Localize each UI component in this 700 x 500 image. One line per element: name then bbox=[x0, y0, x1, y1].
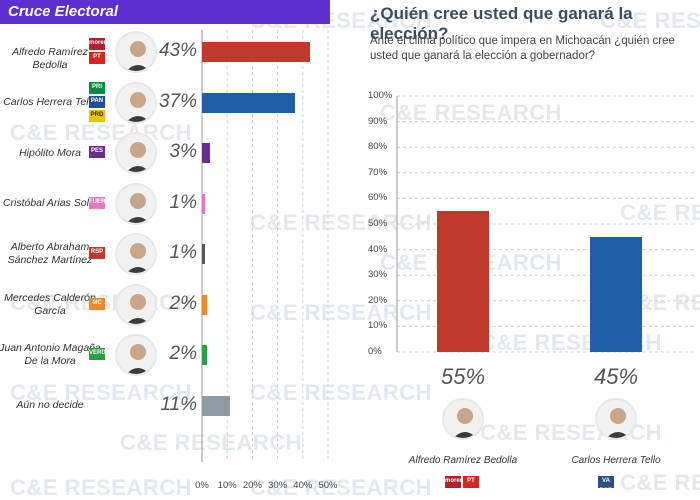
bar-value-label: 55% bbox=[440, 364, 486, 389]
y-tick-label: 50% bbox=[368, 218, 388, 229]
candidate-photo bbox=[115, 334, 157, 376]
horizontal-bar bbox=[202, 345, 208, 365]
party-logo: VERDE bbox=[89, 348, 110, 360]
y-tick-label: 10% bbox=[368, 320, 388, 332]
horizontal-bar bbox=[202, 92, 296, 113]
bar-value-label: 45% bbox=[593, 364, 639, 389]
x-tick-label: 50% bbox=[318, 480, 338, 491]
party-logo: PRI bbox=[89, 81, 105, 94]
party-logo: morena bbox=[445, 476, 467, 488]
party-logos: RSP bbox=[89, 247, 105, 259]
horizontal-bar bbox=[202, 395, 230, 416]
candidate-name: Mercedes Calderón García bbox=[4, 291, 96, 317]
horizontal-bar bbox=[202, 193, 205, 214]
candidate-name: Juan Antonio Magaña De la Mora bbox=[0, 342, 101, 367]
watermark-text: C&E RESEARCH bbox=[120, 430, 303, 455]
watermark-text: C&E RESEARCH bbox=[620, 470, 700, 495]
y-tick-label: 70% bbox=[368, 166, 388, 178]
party-logo: RSP bbox=[89, 247, 105, 259]
bar-value-label: 1% bbox=[169, 242, 197, 263]
party-logos: VA POR MÉXICO bbox=[598, 476, 622, 500]
party-logos: PES bbox=[89, 146, 105, 158]
candidate-photo bbox=[115, 283, 157, 326]
party-logos: morena PT bbox=[445, 476, 479, 488]
y-tick-label: 40% bbox=[368, 243, 388, 255]
y-tick-label: 90% bbox=[368, 115, 388, 127]
party-logo: MC bbox=[89, 297, 105, 310]
candidate-photo bbox=[115, 31, 157, 73]
bar-value-label: 2% bbox=[169, 343, 197, 364]
party-logos: MC bbox=[89, 297, 105, 310]
party-logo: morena bbox=[89, 38, 111, 50]
right-chart-subtitle: Ante el clima político que impera en Mic… bbox=[370, 35, 675, 62]
party-logo: VA POR MÉXICO bbox=[598, 476, 622, 500]
party-logo: FUERZA X MÉXICO bbox=[89, 196, 114, 225]
candidate-name: Aún no decide bbox=[16, 399, 84, 411]
bar-value-label: 37% bbox=[158, 90, 197, 112]
vertical-bar bbox=[437, 211, 489, 352]
party-logo: PAN bbox=[89, 95, 105, 108]
x-tick-label: 10% bbox=[217, 480, 237, 491]
party-logo: PT bbox=[89, 52, 105, 64]
y-tick-label: 30% bbox=[368, 269, 388, 281]
chart-header: Cruce Electoral bbox=[0, 0, 330, 24]
y-tick-label: 60% bbox=[368, 192, 388, 204]
bar-value-label: 1% bbox=[169, 191, 197, 213]
watermark-text: C&E RESEARCH bbox=[620, 200, 700, 225]
bar-value-label: 11% bbox=[160, 393, 197, 415]
y-tick-label: 20% bbox=[368, 294, 388, 306]
candidate-name: Alfredo Ramírez Bedolla bbox=[12, 45, 88, 71]
bar-value-label: 2% bbox=[169, 292, 197, 314]
party-logos: morena PT bbox=[89, 38, 111, 64]
bar-value-label: 3% bbox=[169, 141, 197, 162]
party-logo: PES bbox=[89, 146, 105, 158]
horizontal-bar bbox=[202, 42, 311, 62]
y-tick-label: 100% bbox=[368, 90, 393, 101]
candidate-name: Carlos Herrera Tello bbox=[571, 455, 661, 466]
vertical-bar bbox=[590, 236, 642, 352]
x-tick-label: 20% bbox=[242, 480, 262, 491]
candidate-photo bbox=[442, 398, 484, 440]
candidate-photo bbox=[595, 398, 637, 440]
candidate-photo bbox=[115, 81, 157, 124]
candidate-name: Hipólito Mora bbox=[19, 146, 81, 159]
x-tick-label: 30% bbox=[268, 480, 288, 491]
x-tick-label: 0% bbox=[195, 480, 209, 491]
candidate-name: Alfredo Ramírez Bedolla bbox=[408, 455, 518, 466]
horizontal-bar bbox=[202, 294, 208, 315]
candidate-photo bbox=[115, 182, 157, 225]
candidate-name: Alberto Abraham Sánchez Martínez bbox=[7, 241, 93, 266]
candidate-photo bbox=[115, 233, 157, 275]
horizontal-bar bbox=[202, 244, 205, 264]
party-logos: VERDE bbox=[89, 348, 110, 360]
watermark-text: C&E RESEARCH bbox=[10, 475, 193, 500]
right-chart-title: ¿Quién cree usted que ganará la elección… bbox=[370, 4, 633, 43]
header-title: Cruce Electoral bbox=[8, 3, 119, 20]
watermark-text: C&E RESEARCH bbox=[250, 380, 433, 405]
party-logo: PT bbox=[463, 476, 479, 488]
watermark-text: C&E RESEARCH bbox=[250, 210, 433, 235]
y-tick-label: 0% bbox=[368, 346, 382, 357]
y-tick-label: 80% bbox=[368, 141, 388, 153]
bar-value-label: 43% bbox=[158, 40, 197, 61]
watermark-text: C&E RESEARCH bbox=[380, 100, 563, 125]
party-logo: PRD bbox=[89, 109, 105, 122]
watermark-text: C&E RESEARCH bbox=[250, 300, 433, 325]
candidate-photo bbox=[115, 132, 157, 174]
candidate-name: Carlos Herrera Tello bbox=[3, 96, 97, 108]
party-logos: PRI PAN PRD bbox=[89, 81, 105, 122]
x-tick-label: 40% bbox=[293, 480, 313, 491]
horizontal-bar bbox=[202, 143, 210, 163]
party-logos: FUERZA X MÉXICO bbox=[89, 196, 114, 225]
